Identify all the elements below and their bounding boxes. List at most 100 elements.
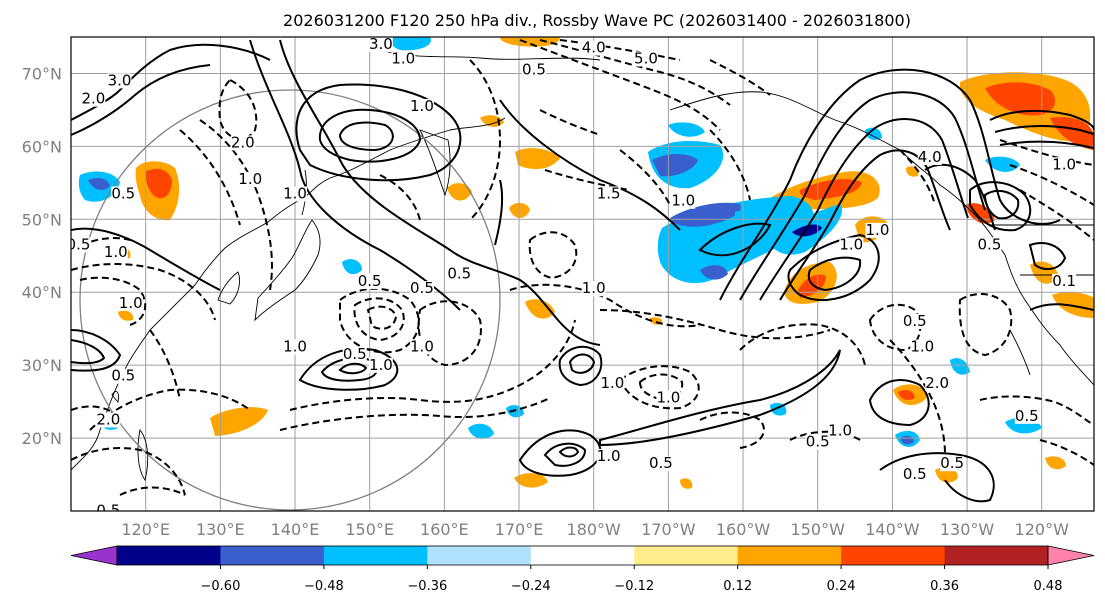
contour-line [999,139,1094,166]
shaded-patch [389,37,431,51]
contour-line [71,263,216,321]
contour-line [71,329,122,372]
map-frame [70,36,1095,512]
shaded-patch [700,265,728,280]
contour-label-bg [96,503,121,511]
contour-line [1019,189,1094,241]
contour-label: 0.5 [940,454,964,472]
contour-label-bg [925,376,950,392]
lat-tick-label: 30°N [22,356,62,375]
contour-label-bg [283,186,308,202]
contour-line [958,293,1013,357]
contour-line [1028,242,1067,271]
colorbar-swatch [323,546,428,565]
contour-line [989,109,1094,131]
contour-label: 2.0 [96,410,120,428]
contour-line [519,39,721,131]
contour-label-bg [1052,157,1077,173]
contour-line [699,411,765,449]
contour-line [558,345,603,387]
contour-label-bg [368,357,393,373]
contour-label-bg [409,339,434,355]
colorbar-swatch [220,546,325,565]
contour-label: 1.0 [410,97,434,115]
contour-label: 0.5 [96,502,120,520]
contour-label-bg [828,423,853,439]
lon-tick-label: 140°E [271,520,320,539]
contour-line [709,59,771,96]
contour-line [298,347,399,391]
colorbar-swatch [117,546,221,565]
contour-line [1009,164,1094,206]
colorbar-tick-label: −0.12 [614,579,654,594]
contour-label: 2.0 [925,374,949,392]
contour-line [924,163,996,231]
colorbar-swatch [737,546,842,565]
contour-label-bg [342,346,367,362]
contour-line [543,442,587,467]
contour-label: 1.0 [104,243,128,261]
contour-label: 4.0 [582,39,606,57]
contour-label-bg [805,434,830,450]
contour-labels: 3.01.03.02.04.05.00.51.01.02.01.0 1.5 1.00… [71,35,1077,520]
contour-line [539,109,601,136]
contour-line [528,231,578,280]
contour-label-bg [447,266,472,282]
shaded-divergence [78,37,1094,489]
contour-label-bg [71,237,91,253]
shaded-patch [525,299,555,319]
contour-label-bg [917,149,942,165]
contour-line [295,83,462,182]
contour-label-bg [283,339,308,355]
contour-label: 0.5 [806,432,830,450]
contour-label-bg [357,273,382,289]
lon-tick-label: 150°E [345,520,394,539]
lon-tick-label: 170°W [641,520,696,539]
lon-tick-label: 130°W [940,520,995,539]
contour-label: 2.0 [231,133,255,151]
coastline-taiwan [111,391,119,403]
contour-label: 1.0 [410,338,434,356]
contour-label: 0.5 [649,454,673,472]
shaded-patch [145,168,172,199]
dashed-contours [71,39,1094,496]
shaded-patch [1050,117,1094,150]
contour-label: 1.0 [910,338,934,356]
shaded-patch [799,179,862,200]
contour-label: 2.0 [81,90,105,108]
contour-line [899,149,936,206]
contour-label-bg [103,244,128,260]
contour-label: 0.1 [1052,272,1076,290]
contour-label: 0.5 [111,184,135,202]
lat-tick-label: 70°N [22,64,62,83]
contour-line [249,39,461,311]
shaded-patch [652,154,698,177]
contour-label-bg [521,62,546,78]
lon-tick-label: 160°W [716,520,771,539]
contour-label-bg [238,171,263,187]
coastline-arctic-asia [379,49,601,61]
contour-line [119,486,186,496]
contour-label-bg [230,135,255,151]
contour-label: 1.0 [671,192,695,210]
contour-line [79,276,147,326]
contour-label-bg [839,237,864,253]
contour-line [983,189,1020,220]
contour-line [1039,439,1094,466]
contour-label: 1.0 [597,447,621,465]
contour-label: 3.0 [369,35,393,53]
shaded-patch [514,473,548,488]
contour-line [339,287,420,354]
contour-label: 1.5 [597,184,621,202]
lon-tick-label: 160°E [420,520,469,539]
shaded-patch [1045,456,1066,470]
shaded-patch [468,423,494,439]
colorbar-extend-low [70,545,118,566]
colorbar-tick-label: −0.60 [201,579,241,594]
contour-line [289,319,576,411]
contour-label-bg [977,237,1002,253]
contour-line [879,452,995,503]
lon-tick-label: 130°E [196,520,245,539]
contour-label-bg [940,456,965,472]
contour-line [994,125,1094,135]
